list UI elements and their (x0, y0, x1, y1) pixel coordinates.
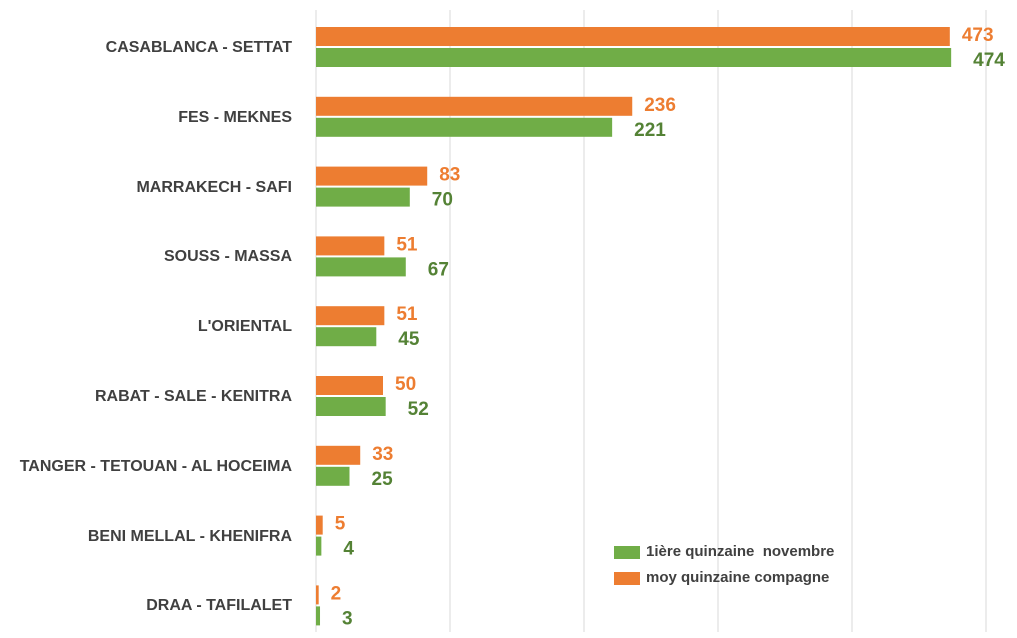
category-label: DRAA - TAFILALET (146, 597, 292, 615)
value-label: 4 (343, 539, 354, 560)
bar (316, 236, 385, 256)
bar (316, 187, 410, 207)
category-label-box: RABAT - SALE - KENITRA (0, 367, 292, 427)
category-label-box: FES - MEKNES (0, 88, 292, 148)
value-label: 51 (396, 234, 418, 255)
bar (316, 257, 406, 277)
category-label: BENI MELLAL - KHENIFRA (87, 527, 292, 545)
value-label: 50 (395, 374, 416, 395)
legend-swatch (614, 546, 640, 559)
category-label: FES - MEKNES (178, 108, 292, 126)
value-label: 5 (335, 514, 346, 535)
value-label: 70 (432, 190, 453, 211)
category-label: L'ORIENTAL (197, 318, 292, 336)
legend-label: moy quinzaine compagne (646, 569, 829, 586)
legend-label: 1ière quinzaine novembre (646, 543, 834, 560)
value-label: 67 (428, 259, 449, 280)
bar (316, 466, 350, 486)
value-label: 45 (398, 329, 420, 350)
category-label-box: TANGER - TETOUAN - AL HOCEIMA (0, 437, 292, 497)
category-label-box: BENI MELLAL - KHENIFRA (0, 507, 292, 567)
bar (316, 376, 383, 395)
bar (316, 515, 323, 535)
bar (316, 27, 950, 46)
value-label: 473 (962, 25, 994, 46)
value-label: 51 (396, 304, 418, 325)
value-label: 2 (331, 583, 342, 604)
value-label: 236 (644, 95, 676, 116)
category-label-box: MARRAKECH - SAFI (0, 158, 292, 218)
category-label-box: CASABLANCA - SETTAT (0, 18, 292, 78)
category-label-box: DRAA - TAFILALET (0, 576, 292, 636)
legend-swatch (614, 572, 640, 585)
category-label-box: L'ORIENTAL (0, 297, 292, 357)
bar (316, 96, 633, 116)
value-label: 474 (973, 50, 1005, 71)
category-label: MARRAKECH - SAFI (136, 178, 292, 196)
value-label: 83 (439, 165, 460, 186)
bar (316, 536, 322, 556)
category-label: RABAT - SALE - KENITRA (94, 388, 292, 405)
bar (316, 117, 613, 137)
category-label: SOUSS - MASSA (163, 248, 292, 266)
bar (316, 606, 321, 626)
bar (316, 48, 952, 67)
bar (316, 445, 361, 465)
bar (316, 397, 386, 416)
value-label: 25 (372, 469, 394, 490)
bar (316, 166, 428, 186)
value-label: 52 (408, 399, 429, 420)
bar (316, 327, 377, 347)
value-label: 3 (342, 608, 353, 629)
value-label: 33 (372, 444, 393, 465)
bar (316, 585, 319, 605)
value-label: 221 (634, 120, 666, 141)
category-label: CASABLANCA - SETTAT (105, 39, 292, 56)
bar (316, 306, 385, 326)
category-label-box: SOUSS - MASSA (0, 227, 292, 287)
category-label: TANGER - TETOUAN - AL HOCEIMA (19, 457, 292, 475)
